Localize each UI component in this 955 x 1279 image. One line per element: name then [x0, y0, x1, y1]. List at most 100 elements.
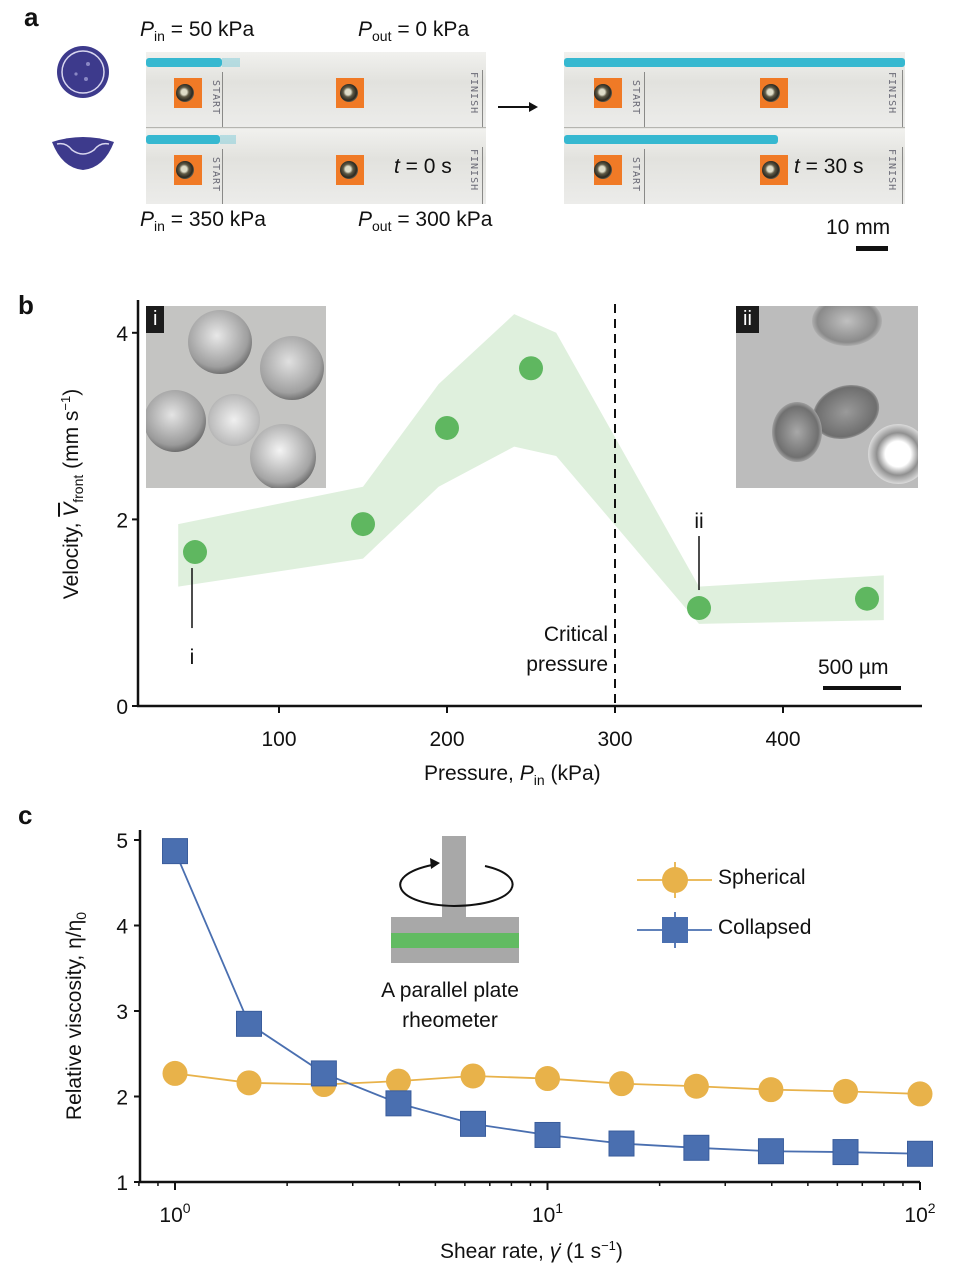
- start-line: [644, 72, 645, 127]
- mid-screw: [762, 161, 780, 179]
- x-tick-label: 200: [429, 728, 464, 751]
- start-line: [222, 72, 223, 127]
- data-point-spherical: [385, 1068, 411, 1094]
- ylabel-unit: (mm s: [60, 410, 83, 475]
- capsule-bubble: [260, 336, 324, 400]
- critical-line1: Critical: [543, 623, 608, 646]
- critical-pressure-label: Critical pressure: [504, 620, 608, 680]
- capsule-bubble: [250, 424, 316, 488]
- inset-micrograph-ii: ii: [736, 306, 918, 488]
- x-tick-exponent: 2: [928, 1200, 936, 1216]
- y-tick-label: 2: [116, 509, 128, 532]
- start-line: [222, 149, 223, 204]
- pout-symbol: P: [358, 208, 373, 231]
- start-line: [644, 149, 645, 204]
- mid-screw: [340, 161, 358, 179]
- inset-tag-ii: ii: [736, 306, 759, 333]
- chart-c-ylabel: Relative viscosity, η/η0: [63, 876, 89, 1156]
- scale-bar-500um: [823, 686, 901, 690]
- finish-text: FINISH: [468, 72, 479, 115]
- channel-top: START FINISH: [146, 52, 486, 128]
- xlabel-sub: in: [533, 772, 545, 788]
- inset-micrograph-i: i: [146, 306, 326, 488]
- data-point-collapsed: [832, 1139, 859, 1166]
- chart-b-ylabel: Velocity, Vfront (mm s−1): [58, 344, 86, 644]
- chart-b-xlabel: Pressure, Pin (kPa): [424, 762, 601, 788]
- time-value: = 0 s: [399, 155, 452, 178]
- data-point-collapsed: [683, 1134, 710, 1161]
- time-label-t30: t = 30 s: [794, 155, 863, 179]
- data-point: [435, 415, 459, 440]
- x-tick-label: 100: [159, 1200, 190, 1227]
- capsule-bubble: [208, 394, 260, 446]
- capsule-bubble: [146, 390, 206, 452]
- start-text: START: [630, 80, 641, 116]
- panel-b-letter: b: [18, 290, 34, 320]
- y-tick-label: 4: [116, 323, 128, 346]
- y-tick-label: 2: [116, 1087, 128, 1110]
- x-tick-exponent: 1: [555, 1200, 563, 1216]
- finish-text: FINISH: [468, 149, 479, 192]
- chart-c-xlabel: Shear rate, γ̇ (1 s−1): [440, 1238, 623, 1264]
- pout-sub: out: [372, 28, 392, 44]
- series-line-spherical: [174, 1072, 921, 1095]
- mid-screw: [340, 84, 358, 102]
- xlabel-end: ): [615, 1240, 623, 1263]
- pin-value: = 350 kPa: [164, 208, 266, 231]
- ylabel-text: Velocity,: [60, 516, 83, 600]
- start-screw: [176, 161, 194, 179]
- capsule-bubble: [188, 310, 252, 374]
- xlabel-text: Pressure,: [424, 762, 520, 785]
- data-point-collapsed: [460, 1110, 487, 1137]
- finish-line: [482, 70, 483, 127]
- data-point-collapsed: [907, 1140, 933, 1167]
- channel-photo-t0: START FINISH START FINISH t = 0 s: [146, 52, 486, 204]
- start-text: START: [210, 157, 221, 193]
- rotation-arrowhead-icon: [430, 858, 440, 869]
- inset-tag-i: i: [146, 306, 165, 333]
- finish-line: [902, 70, 903, 127]
- y-tick-label: 0: [116, 696, 128, 719]
- channel-top: START FINISH: [564, 52, 905, 128]
- x-tick-label: 300: [597, 728, 632, 751]
- channel-bottom: START FINISH t = 0 s: [146, 129, 486, 204]
- pout-value: = 0 kPa: [391, 18, 470, 41]
- pin-sub: in: [154, 28, 165, 44]
- y-tick-label: 5: [116, 830, 128, 853]
- data-point-spherical: [907, 1081, 933, 1107]
- collapsed-capsule: [812, 306, 882, 346]
- data-point-spherical: [608, 1071, 634, 1097]
- x-tick-label: 100: [261, 728, 296, 751]
- data-point-spherical: [460, 1063, 486, 1089]
- dye-front: [564, 135, 778, 144]
- time-symbol: t: [794, 155, 800, 178]
- data-point-spherical: [535, 1066, 560, 1092]
- annotation-label-ii: ii: [694, 510, 703, 533]
- dye-front: [146, 135, 220, 144]
- collapsed-capsule: [868, 424, 918, 484]
- panel-a-letter: a: [24, 2, 39, 32]
- xlabel-unit: (1 s: [560, 1240, 602, 1263]
- data-point: [687, 596, 711, 621]
- start-screw: [594, 84, 612, 102]
- pout-sub: out: [372, 218, 392, 234]
- data-point-collapsed: [534, 1121, 561, 1148]
- top-pout-label: Pout = 0 kPa: [358, 18, 469, 44]
- finish-line: [902, 147, 903, 204]
- finish-text: FINISH: [886, 72, 897, 115]
- spherical-capsule-icon: [57, 46, 109, 98]
- rheometer-line2: rheometer: [402, 1009, 498, 1032]
- data-point-spherical: [683, 1073, 709, 1099]
- panel-c-letter: c: [18, 800, 33, 830]
- data-point-spherical: [162, 1060, 188, 1086]
- data-point-spherical: [833, 1078, 859, 1104]
- scale-bar-10mm-label: 10 mm: [826, 216, 891, 239]
- data-point: [519, 356, 543, 381]
- pin-value: = 50 kPa: [164, 18, 255, 41]
- start-screw: [176, 84, 194, 102]
- data-point: [183, 540, 207, 565]
- data-point-collapsed: [235, 1010, 262, 1037]
- scale-bar-500um-label: 500 µm: [818, 656, 889, 679]
- data-point-collapsed: [757, 1138, 784, 1165]
- bottom-pin-label: Pin = 350 kPa: [140, 208, 266, 234]
